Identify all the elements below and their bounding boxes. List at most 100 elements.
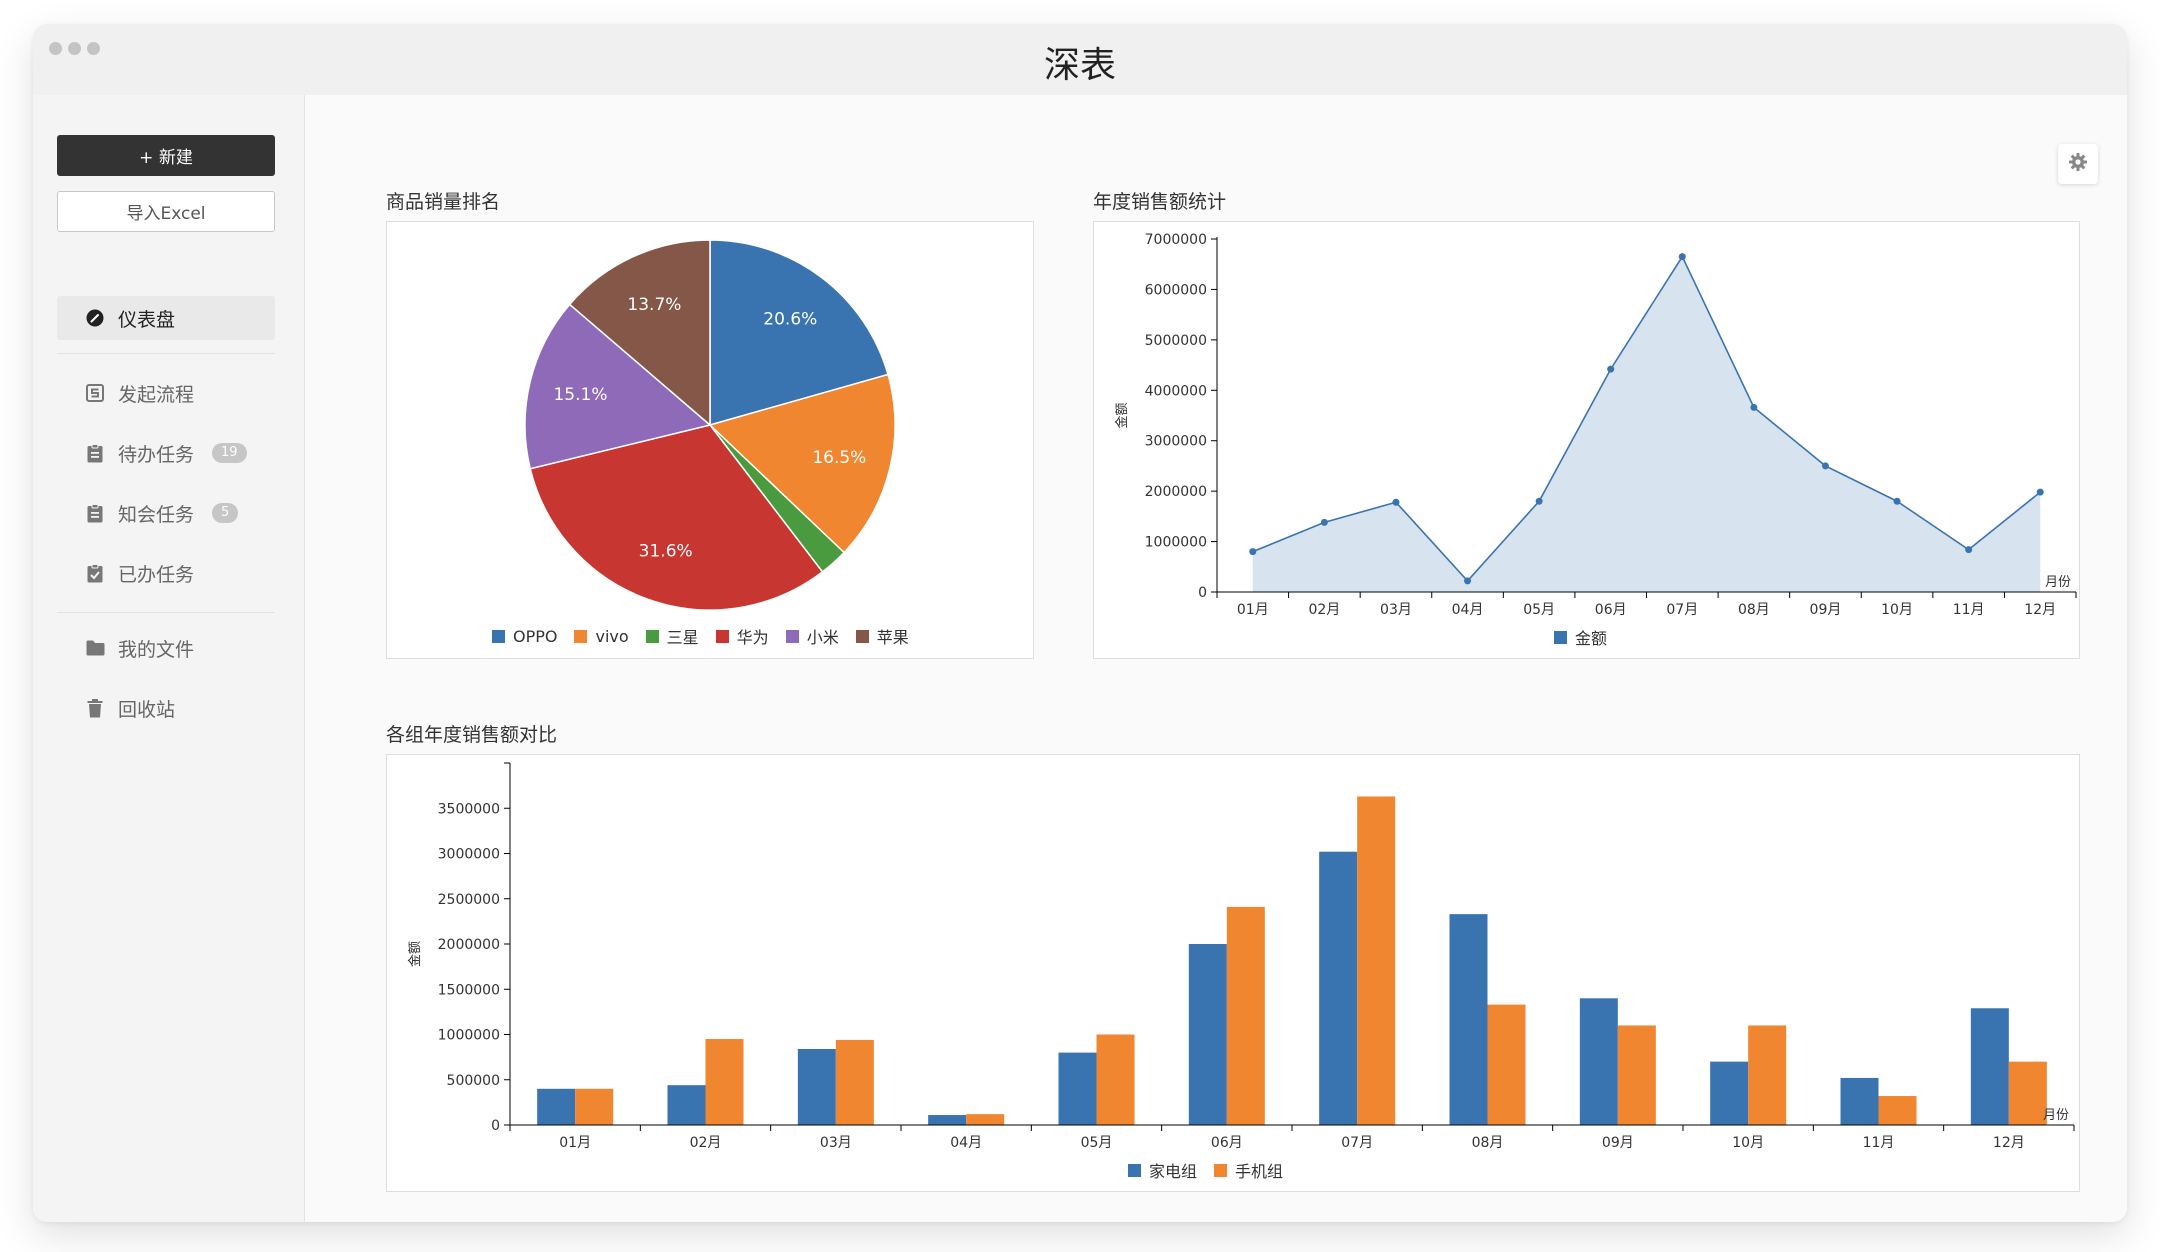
pie-legend-item[interactable]: vivo [574, 627, 629, 646]
sidebar-item-done[interactable]: 已办任务 [57, 551, 275, 595]
x-tick-label: 07月 [1341, 1135, 1373, 1151]
bar-chart-title: 各组年度销售额对比 [386, 724, 558, 746]
x-tick-label: 02月 [690, 1135, 722, 1151]
x-tick-label: 11月 [1953, 602, 1985, 618]
bar-legend: 家电组 手机组 [1128, 1158, 1300, 1182]
pie-legend-item[interactable]: 三星 [645, 624, 699, 648]
bar [1617, 1025, 1656, 1125]
sidebar-item-label: 知会任务 [118, 503, 195, 526]
y-tick-label: 0 [1198, 585, 1207, 601]
folder-icon [85, 638, 105, 658]
bar [705, 1039, 744, 1125]
data-point [1678, 253, 1686, 261]
y-tick-label: 0 [491, 1118, 500, 1134]
legend-swatch [855, 629, 869, 643]
pie-slice [708, 373, 896, 554]
sidebar-item-start-flow[interactable]: 发起流程 [57, 371, 275, 415]
legend-label: 小米 [806, 628, 839, 647]
bar-legend-item[interactable]: 家电组 [1128, 1158, 1197, 1182]
pie-chart-card: 20.6% 16.5% 31.6% 15.1% 13.7% OPPO vivo 三星 华为 小米… [386, 221, 1034, 659]
import-excel-button[interactable]: 导入Excel [57, 191, 275, 232]
x-tick-label: 09月 [1602, 1135, 1634, 1151]
x-axis-label: 月份 [2043, 1108, 2069, 1123]
data-point [1464, 577, 1472, 585]
data-point [1249, 548, 1257, 556]
clipboard-check-icon [85, 563, 105, 583]
legend-label: 三星 [666, 628, 699, 647]
x-tick-label: 08月 [1472, 1135, 1504, 1151]
legend-label: OPPO [513, 626, 558, 646]
bar-chart: 0 500000 1000000 1500000 2000000 2500000 30000… [407, 762, 2075, 1151]
x-tick-label: 12月 [1993, 1135, 2025, 1151]
clipboard-icon [85, 443, 105, 463]
sidebar-item-my-files[interactable]: 我的文件 [57, 626, 275, 670]
close-dot[interactable] [49, 42, 62, 55]
dashboard-main: 商品销量排名 20.6% 16.5% 31.6% 15.1% 13.7% OPPO viv… [305, 95, 2127, 1222]
clipboard-icon [85, 503, 105, 523]
x-tick-label: 05月 [1081, 1135, 1113, 1151]
pie-slice [568, 239, 711, 427]
legend-swatch [645, 629, 659, 643]
data-point [1965, 546, 1973, 554]
bar [1096, 1034, 1135, 1125]
x-tick-label: 08月 [1738, 602, 1770, 618]
x-axis-label: 月份 [2045, 575, 2071, 590]
line-legend-item[interactable]: 金额 [1554, 625, 1607, 649]
pie-legend-item[interactable]: 苹果 [855, 624, 909, 648]
bar [667, 1085, 706, 1125]
bar [966, 1114, 1005, 1125]
app-window: 深表 + 新建 导入Excel 仪表盘 发起流程 待办任务 19 [33, 24, 2127, 1222]
sidebar-item-recycle-bin[interactable]: 回收站 [57, 686, 275, 730]
bar-legend-item[interactable]: 手机组 [1214, 1158, 1283, 1182]
legend-swatch [1214, 1163, 1228, 1177]
settings-button[interactable] [2058, 144, 2098, 184]
x-tick-label: 06月 [1595, 602, 1627, 618]
pie-slice-label: 16.5% [812, 448, 866, 468]
line-chart-card: 0 1000000 2000000 3000000 4000000 5000000 6000… [1093, 221, 2080, 659]
y-tick-label: 3000000 [438, 847, 500, 863]
sidebar-item-label: 仪表盘 [118, 308, 176, 331]
bar [1710, 1061, 1749, 1125]
bar-chart-card: 0 500000 1000000 1500000 2000000 2500000 30000… [386, 754, 2080, 1192]
bar [1748, 1025, 1787, 1125]
new-button[interactable]: + 新建 [57, 135, 275, 176]
y-tick-label: 7000000 [1145, 232, 1207, 248]
pie-legend: OPPO vivo 三星 华为 小米 苹果 [492, 624, 926, 648]
x-tick-label: 04月 [1452, 602, 1484, 618]
sidebar-item-todo[interactable]: 待办任务 19 [57, 431, 275, 475]
x-tick-label: 03月 [1380, 602, 1412, 618]
pie-slice-label: 31.6% [639, 542, 693, 562]
pie-legend-item[interactable]: OPPO [492, 627, 557, 646]
legend-label: 家电组 [1149, 1162, 1198, 1181]
y-tick-label: 6000000 [1145, 282, 1207, 298]
series-line [1252, 254, 2041, 583]
pie-legend-item[interactable]: 小米 [785, 624, 839, 648]
bar [2008, 1061, 2047, 1125]
legend-swatch [715, 629, 729, 643]
legend-label: 金额 [1575, 629, 1608, 648]
legend-swatch [785, 629, 799, 643]
sidebar-item-label: 已办任务 [118, 563, 195, 586]
dashboard-icon [85, 308, 105, 328]
pie-legend-item[interactable]: 华为 [715, 624, 769, 648]
legend-label: 华为 [736, 628, 769, 647]
bar [928, 1115, 967, 1125]
data-point [1535, 497, 1543, 505]
x-tick-label: 03月 [820, 1135, 852, 1151]
y-tick-label: 2500000 [438, 892, 500, 908]
bar [1188, 944, 1227, 1125]
bar [1970, 1008, 2009, 1125]
minimize-dot[interactable] [68, 42, 81, 55]
sidebar-item-notify[interactable]: 知会任务 5 [57, 491, 275, 535]
data-point [2036, 488, 2044, 496]
bar [1487, 1004, 1526, 1125]
sidebar-item-dashboard[interactable]: 仪表盘 [57, 296, 275, 340]
pie-slice-label: 20.6% [763, 310, 817, 330]
zoom-dot[interactable] [87, 42, 100, 55]
bar [1226, 906, 1265, 1125]
y-tick-label: 1500000 [438, 982, 500, 998]
x-tick-label: 10月 [1881, 602, 1913, 618]
y-axis-label: 金额 [1114, 402, 1130, 428]
bar [797, 1048, 836, 1125]
bar [1449, 914, 1488, 1125]
